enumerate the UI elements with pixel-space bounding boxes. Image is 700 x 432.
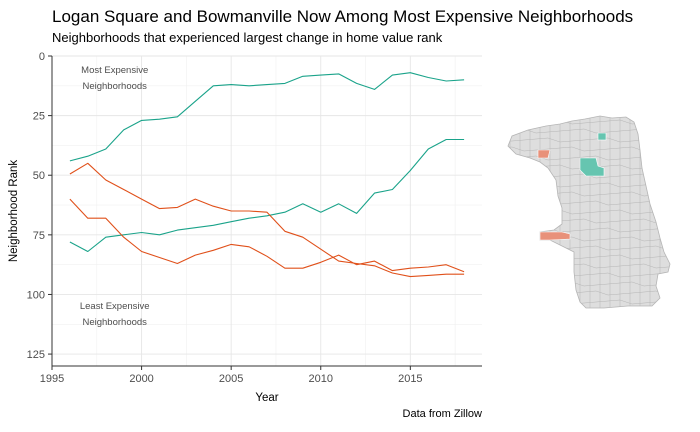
chart-subtitle: Neighborhoods that experienced largest c…	[52, 30, 443, 45]
map-border	[668, 116, 670, 308]
x-tick-label: 2010	[309, 373, 333, 385]
y-tick-label: 50	[33, 170, 45, 182]
map-border	[608, 116, 611, 308]
series-line-3	[69, 162, 465, 278]
map-border	[588, 116, 591, 308]
x-tick-label: 2015	[398, 373, 422, 385]
y-tick-label: 100	[27, 289, 45, 301]
x-tick-label: 2000	[129, 373, 153, 385]
series-line-2	[69, 138, 465, 253]
y-tick-label: 25	[33, 111, 45, 123]
annotation-text: Neighborhoods	[82, 317, 147, 328]
y-tick-label: 75	[33, 230, 45, 242]
line-chart: 1995 2000 2005 2010 2015 0 25 50 75 100 125 Most E…	[8, 51, 482, 404]
axes	[48, 55, 482, 370]
map-city-outline	[507, 115, 671, 309]
map-border	[578, 116, 581, 308]
series-line-1	[69, 72, 465, 162]
series-line-4	[69, 198, 465, 273]
map-border	[500, 309, 680, 313]
chart-title: Logan Square and Bowmanville Now Among M…	[52, 7, 634, 26]
x-tick-label: 1995	[40, 373, 64, 385]
map-border	[678, 112, 680, 308]
map-highlight-bowmanville	[597, 132, 607, 141]
map-border	[628, 116, 631, 308]
map-highlight-logan-square	[579, 157, 605, 177]
map-border	[618, 116, 621, 308]
map-border	[658, 116, 661, 308]
x-axis-label: Year	[255, 392, 278, 404]
chart-caption: Data from Zillow	[402, 408, 482, 420]
y-tick-label: 125	[27, 349, 45, 361]
map-border	[688, 112, 690, 308]
y-axis-label: Neighborhood Rank	[8, 160, 20, 263]
series-lines	[69, 72, 465, 278]
annotation-text: Least Expensive	[80, 301, 150, 312]
annotations: Most Expensive Neighborhoods Least Expensi…	[80, 65, 150, 328]
y-tick-label: 0	[39, 51, 45, 63]
map-highlight-northwest	[537, 149, 551, 159]
tick-labels: 1995 2000 2005 2010 2015 0 25 50 75 100 125	[27, 51, 423, 385]
map-highlight-southwest	[539, 231, 571, 241]
map-neighborhoods	[500, 112, 690, 313]
annotation-text: Most Expensive	[81, 65, 148, 76]
x-tick-label: 2005	[219, 373, 243, 385]
chicago-neighborhood-map	[500, 112, 690, 313]
annotation-text: Neighborhoods	[82, 81, 147, 92]
